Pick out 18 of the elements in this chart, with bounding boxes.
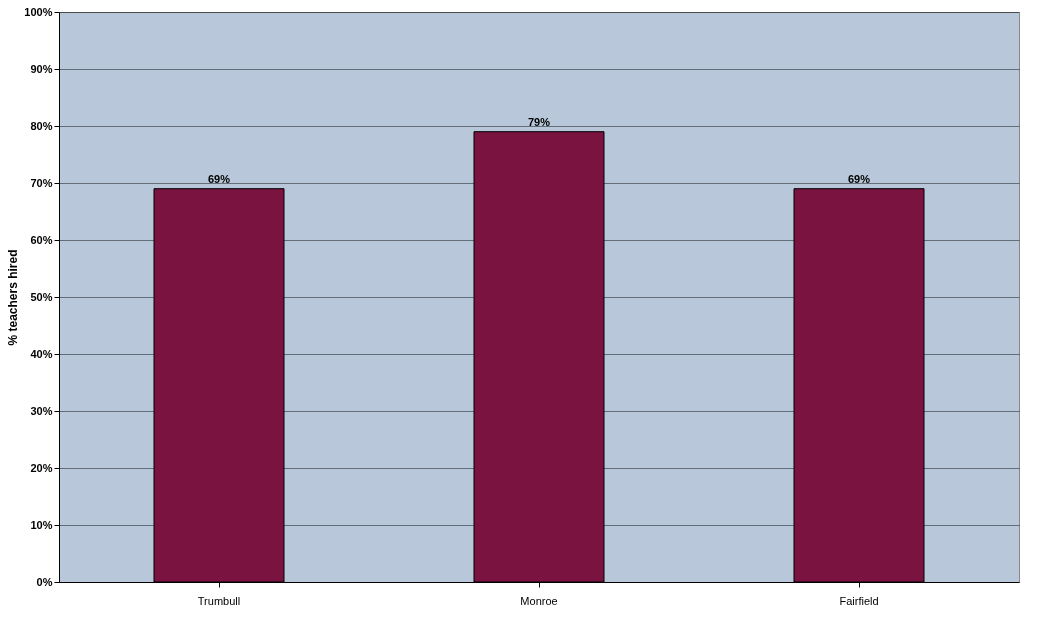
y-tick-label: 100%: [24, 5, 53, 18]
y-tick-label: 80%: [30, 119, 53, 132]
y-tick-label: 40%: [30, 347, 53, 360]
y-tick-label: 70%: [30, 176, 53, 189]
y-axis-title: % teachers hired: [6, 249, 21, 346]
x-tick-label: Fairfield: [839, 594, 879, 607]
data-label: 69%: [207, 172, 231, 185]
y-tick-label: 50%: [30, 290, 53, 303]
data-label: 79%: [527, 115, 551, 128]
y-tick-label: 90%: [30, 62, 53, 75]
y-tick-label: 0%: [36, 575, 53, 588]
y-tick-label: 20%: [30, 461, 53, 474]
y-tick-label: 60%: [30, 233, 53, 246]
y-tick-label: 30%: [30, 404, 53, 417]
x-tick-label: Monroe: [520, 594, 558, 607]
y-tick-label: 10%: [30, 518, 53, 531]
data-label: 69%: [847, 172, 871, 185]
x-tick-label: Trumbull: [197, 594, 241, 607]
